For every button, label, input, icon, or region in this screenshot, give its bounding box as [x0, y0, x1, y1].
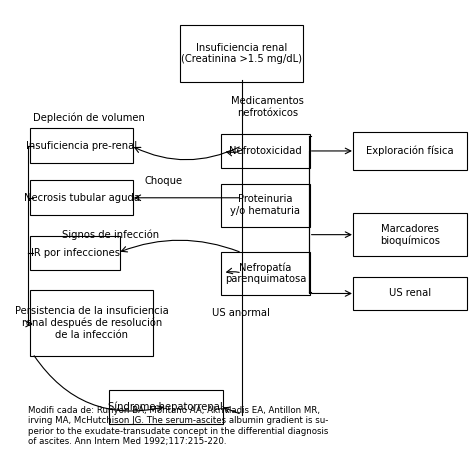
FancyBboxPatch shape [353, 213, 467, 256]
FancyBboxPatch shape [109, 390, 223, 424]
FancyBboxPatch shape [30, 290, 154, 356]
FancyBboxPatch shape [30, 180, 133, 215]
Text: Nefrotoxicidad: Nefrotoxicidad [229, 146, 302, 156]
FancyBboxPatch shape [30, 128, 133, 164]
Text: Exploración física: Exploración física [366, 146, 454, 156]
Text: Persistencia de la insuficiencia
renal después de resolución
de la infección: Persistencia de la insuficiencia renal d… [15, 306, 169, 340]
FancyBboxPatch shape [30, 236, 120, 270]
Text: Marcadores
bioquímicos: Marcadores bioquímicos [380, 224, 440, 246]
Text: IR por infecciones: IR por infecciones [31, 248, 119, 258]
Text: US renal: US renal [389, 289, 431, 299]
Text: Síndrome hepatorrenal: Síndrome hepatorrenal [109, 401, 223, 412]
FancyBboxPatch shape [353, 277, 467, 311]
FancyBboxPatch shape [220, 134, 310, 168]
FancyBboxPatch shape [180, 25, 303, 82]
FancyBboxPatch shape [353, 132, 467, 170]
Text: Depleción de volumen: Depleción de volumen [33, 113, 145, 123]
FancyBboxPatch shape [220, 184, 310, 227]
Text: US anormal: US anormal [211, 308, 270, 318]
Text: Choque: Choque [145, 176, 182, 186]
Text: Insuficiencia renal
(Creatinina >1.5 mg/dL): Insuficiencia renal (Creatinina >1.5 mg/… [182, 43, 302, 65]
Text: Insuficiencia pre-renal: Insuficiencia pre-renal [26, 141, 137, 151]
Text: Medicamentos
nefrotóxicos: Medicamentos nefrotóxicos [231, 96, 304, 118]
Text: Necrosis tubular aguda: Necrosis tubular aguda [24, 193, 140, 203]
Text: Proteinuria
y/o hematuria: Proteinuria y/o hematuria [230, 195, 301, 216]
Text: Signos de infección: Signos de infección [62, 229, 159, 240]
Text: Nefropatía
parenquimatosa: Nefropatía parenquimatosa [225, 262, 306, 284]
Text: Modifi cada de: Runyon BA, Montano AA, Akriviadis EA, Antillon MR,
irving MA, Mc: Modifi cada de: Runyon BA, Montano AA, A… [28, 406, 328, 446]
FancyBboxPatch shape [220, 251, 310, 294]
